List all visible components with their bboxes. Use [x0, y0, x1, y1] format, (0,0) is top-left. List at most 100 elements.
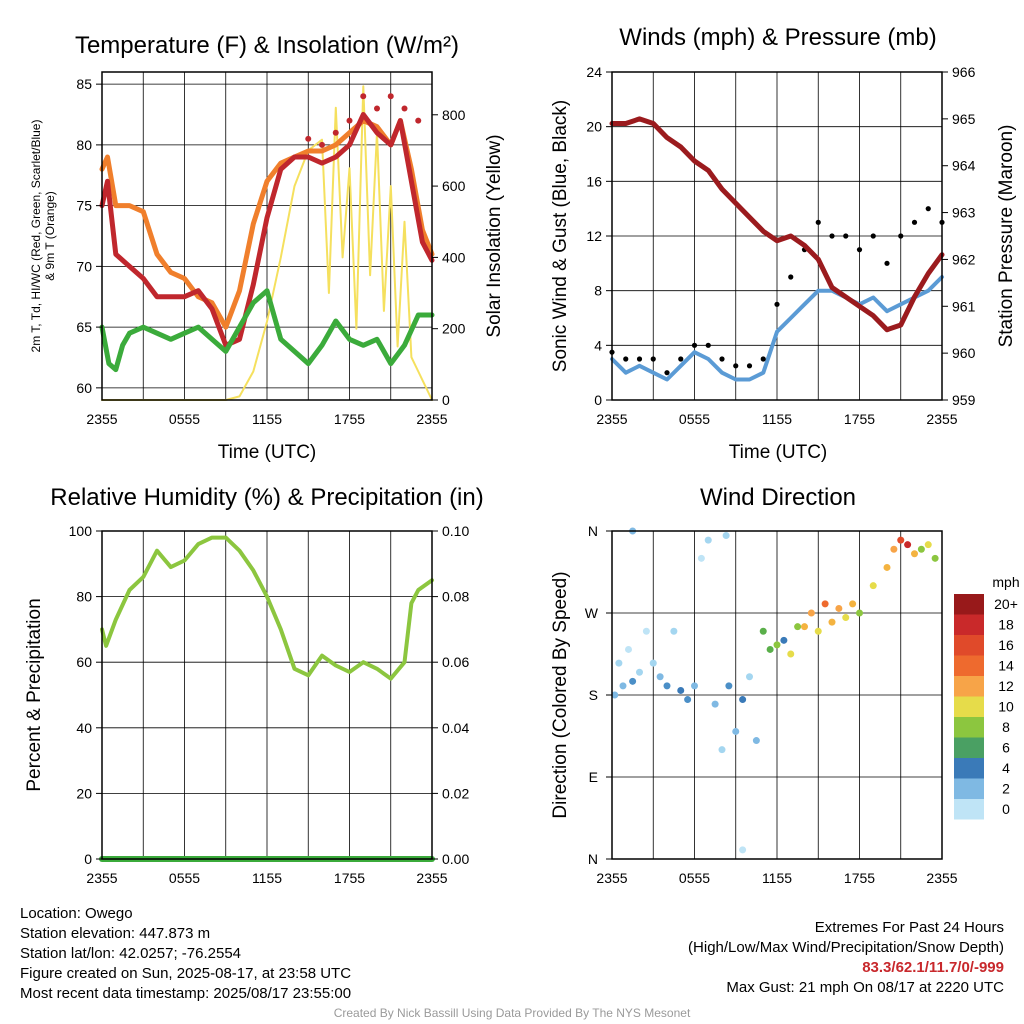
gust-point: [705, 342, 711, 348]
location-text: Location: Owego: [20, 905, 133, 922]
winds-xlabel: Time (UTC): [729, 442, 828, 463]
station-info: Location: Owego Station elevation: 447.8…: [20, 904, 351, 1004]
x-tick-label: 1155: [762, 411, 792, 427]
direction-point: [911, 550, 918, 558]
x-tick-label: 2355: [86, 411, 117, 427]
colorbar-label: 20+: [994, 596, 1018, 612]
direction-point: [849, 600, 857, 608]
y-tick-label: 12: [586, 228, 602, 244]
direction-point: [897, 536, 905, 544]
direction-point: [697, 554, 705, 562]
sonic-wind-line: [610, 275, 944, 382]
direction-point: [625, 645, 632, 653]
direction-point: [739, 696, 747, 704]
extremes-values: 83.3/62.1/11.7/0/-999: [862, 959, 1004, 976]
y-tick-label: 0: [594, 392, 602, 408]
direction-point: [670, 627, 678, 635]
heat-index-point: [387, 93, 394, 100]
direction-point: [725, 682, 733, 690]
direction-point: [766, 645, 774, 653]
insolation-ylabel: Solar Insolation (Yellow): [484, 134, 505, 337]
y-tick-label: 65: [76, 319, 92, 335]
temperature-ylabel-line2: & 9m T (Orange): [43, 191, 57, 281]
direction-point: [814, 627, 822, 635]
y-tick-label: 4: [594, 337, 602, 353]
x-tick-label: 0555: [679, 411, 710, 427]
x-tick-label: 2355: [86, 870, 117, 886]
y-tick-label: 70: [76, 258, 92, 274]
colorbar-swatch: [954, 635, 984, 656]
colorbar-label: 8: [1002, 719, 1010, 735]
y2-tick-label: 960: [952, 345, 976, 361]
direction-point: [619, 682, 627, 690]
direction-point: [636, 668, 643, 676]
y2-tick-label: 964: [952, 158, 976, 174]
direction-point: [924, 541, 932, 549]
y2-tick-label: 963: [952, 205, 976, 221]
direction-point: [718, 746, 726, 754]
temperature-title: Temperature (F) & Insolation (W/m²): [75, 32, 459, 59]
y-tick-label: 20: [586, 119, 602, 135]
direction-point: [711, 700, 719, 708]
y-tick-label: 80: [76, 137, 92, 153]
colorbar-label: 6: [1002, 740, 1010, 756]
y-tick-label: 100: [69, 523, 93, 539]
heat-index-point: [305, 135, 312, 142]
gust-point: [911, 219, 918, 225]
direction-series: [611, 527, 939, 854]
temperature-ticks: 2355 0555 1155 1755 2355 60 65 70 75 80 85 0 200 400 6…: [76, 76, 465, 427]
humidity-line: [100, 535, 434, 681]
y2-tick-label: 0.10: [442, 523, 469, 539]
direction-ylabel: Direction (Colored By Speed): [550, 571, 571, 818]
elevation-text: Station elevation: 447.873 m: [20, 925, 211, 942]
y-tick-label: 0: [84, 851, 92, 867]
direction-title: Wind Direction: [700, 484, 856, 511]
y2-tick-label: 961: [952, 298, 976, 314]
gust-point: [733, 363, 739, 369]
gust-point: [760, 356, 766, 362]
winds-grid: [612, 72, 942, 400]
direction-point: [856, 609, 863, 617]
y-tick-label: 20: [76, 785, 92, 801]
colorbar-swatch: [954, 614, 984, 635]
colorbar-swatch: [954, 758, 984, 779]
heat-index-point: [360, 93, 367, 100]
humidity-frame: [101, 530, 433, 860]
direction-point: [649, 659, 657, 667]
gust-point: [884, 260, 890, 266]
colorbar-label: 14: [998, 658, 1014, 674]
x-tick-label: 2355: [416, 870, 447, 886]
direction-ticks: 2355 0555 1155 1755 2355 N E S W N: [585, 523, 958, 886]
pressure-line: [609, 116, 945, 333]
humidity-grid: [102, 531, 432, 859]
y2-tick-label: 400: [442, 249, 466, 265]
y2-tick-label: 0: [442, 392, 450, 408]
y-tick-label: 60: [76, 380, 92, 396]
colorbar-label: 16: [998, 637, 1014, 653]
heat-index-point: [332, 129, 339, 136]
created-text: Figure created on Sun, 2025-08-17, at 23…: [20, 965, 352, 982]
y2-tick-label: 0.06: [442, 654, 469, 670]
colorbar-label: 12: [998, 678, 1014, 694]
y-tick-label: 60: [76, 654, 92, 670]
direction-grid: [612, 531, 942, 859]
direction-point: [842, 614, 850, 622]
direction-point: [807, 609, 815, 617]
colorbar-label: 2: [1002, 781, 1010, 797]
direction-point: [732, 727, 740, 735]
direction-point: [773, 641, 781, 649]
temperature-grid: [102, 72, 432, 400]
direction-point: [787, 650, 795, 658]
direction-point: [794, 623, 802, 631]
direction-point: [629, 677, 637, 685]
humidity-title: Relative Humidity (%) & Precipitation (i…: [50, 484, 483, 511]
y-tick-label: W: [585, 605, 599, 621]
y2-tick-label: 0.08: [442, 589, 469, 605]
y-tick-label: N: [588, 851, 598, 867]
gust-point: [898, 233, 904, 239]
direction-point: [722, 532, 730, 540]
extremes-info: Extremes For Past 24 Hours (High/Low/Max…: [688, 918, 1004, 998]
y2-tick-label: 0.04: [442, 720, 469, 736]
x-tick-label: 0555: [169, 870, 200, 886]
x-tick-label: 2355: [596, 411, 627, 427]
